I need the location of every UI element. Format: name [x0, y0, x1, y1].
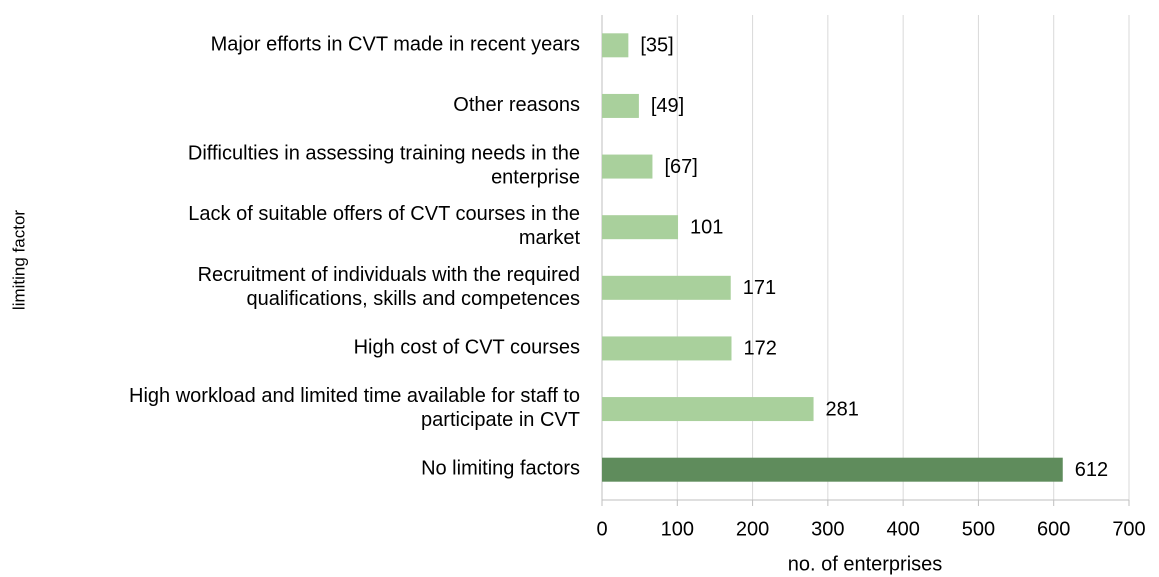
y-tick-label: High cost of CVT courses	[354, 337, 580, 359]
y-tick-label: Major efforts in CVT made in recent year…	[211, 34, 580, 56]
value-label: 101	[690, 216, 723, 238]
x-tick-label: 600	[1037, 518, 1070, 540]
y-tick-label: No limiting factors	[421, 458, 580, 480]
value-label: 172	[743, 338, 776, 360]
y-tick-label: Lack of suitable offers of CVT courses i…	[188, 203, 580, 249]
x-tick-label: 400	[886, 518, 919, 540]
value-label: [49]	[651, 95, 684, 117]
y-tick-label: Other reasons	[453, 94, 580, 116]
x-tick-label: 700	[1112, 518, 1145, 540]
bar	[602, 457, 1063, 482]
value-label: 612	[1075, 459, 1108, 481]
value-label: 281	[826, 398, 859, 420]
bar	[602, 215, 679, 240]
x-tick-label: 0	[596, 518, 607, 540]
y-axis-label: limiting factor	[9, 210, 28, 310]
x-axis-label: no. of enterprises	[788, 553, 943, 575]
bar	[602, 154, 653, 179]
x-tick-label: 500	[962, 518, 995, 540]
bar	[602, 33, 629, 58]
y-tick-label: Recruitment of individuals with the requ…	[198, 264, 580, 310]
bar	[602, 397, 814, 422]
bar	[602, 93, 639, 118]
bar	[602, 336, 732, 361]
y-tick-label: Difficulties in assessing training needs…	[188, 143, 580, 189]
x-tick-label: 100	[661, 518, 694, 540]
bar	[602, 275, 731, 300]
x-tick-label: 300	[811, 518, 844, 540]
value-label: 171	[743, 277, 776, 299]
x-tick-label: 200	[736, 518, 769, 540]
value-label: [35]	[640, 35, 673, 57]
value-label: [67]	[664, 156, 697, 178]
y-tick-label: High workload and limited time available…	[129, 385, 580, 431]
